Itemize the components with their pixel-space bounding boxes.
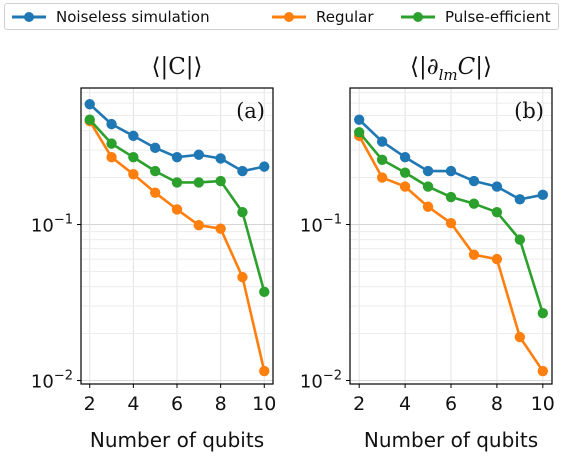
panel-a-data-point bbox=[84, 99, 95, 110]
legend-label-noiseless: Noiseless simulation bbox=[56, 8, 210, 26]
panel-a-series-2 bbox=[84, 114, 270, 298]
panel-b-data-point bbox=[353, 127, 365, 138]
panel-b-data-point bbox=[422, 201, 434, 212]
panel-b-data-point bbox=[445, 191, 457, 203]
panel-a-data-point bbox=[237, 165, 248, 177]
panel-b-data-point bbox=[491, 181, 503, 192]
panel-b-data-point bbox=[445, 217, 457, 229]
panel-a-xtick-label: 10 bbox=[252, 393, 276, 415]
panel-a-xtick-label: 6 bbox=[171, 393, 183, 415]
panel-a-data-point bbox=[149, 165, 161, 177]
panel-b-title: ⟨|∂lmC|⟩ bbox=[410, 54, 492, 84]
panel-a-data-point bbox=[215, 175, 226, 187]
panel-a-data-point bbox=[106, 138, 117, 149]
panel-a-data-point bbox=[128, 130, 139, 142]
panel-a-series-0 bbox=[84, 99, 270, 177]
legend: Noiseless simulation Regular Pulse-effic… bbox=[4, 3, 559, 30]
panel-a-ytick-label: 10−1 bbox=[31, 213, 73, 237]
panel-b-data-point bbox=[399, 152, 411, 163]
panel-a-panel-label: (a) bbox=[236, 99, 265, 123]
panel-b-data-point bbox=[376, 172, 388, 183]
legend-item-pulse: Pulse-efficient bbox=[399, 7, 551, 27]
panel-a-data-point bbox=[193, 177, 205, 188]
panel-b-data-point bbox=[353, 114, 365, 125]
panel-a-data-point bbox=[259, 161, 270, 172]
panel-b-xtick-label: 2 bbox=[353, 393, 365, 415]
panel-b-series-0 bbox=[353, 114, 549, 205]
legend-marker-noiseless bbox=[12, 12, 46, 22]
panel-a-data-point bbox=[106, 152, 117, 163]
panel-b-data-point bbox=[445, 165, 457, 177]
panel-a-data-point bbox=[215, 223, 226, 234]
panel-b-data-point bbox=[514, 234, 526, 245]
panel-b-data-point bbox=[399, 181, 411, 192]
legend-marker-pulse bbox=[401, 12, 435, 22]
panel-b-xtick-label: 8 bbox=[491, 393, 503, 415]
panel-a-data-point bbox=[237, 206, 248, 218]
legend-item-regular: Regular bbox=[270, 7, 374, 27]
panel-b-data-point bbox=[514, 331, 526, 343]
panel-b-ytick-label: 10−1 bbox=[300, 213, 342, 237]
panel-b-data-point bbox=[422, 165, 434, 177]
panel-b-series-1 bbox=[353, 130, 549, 377]
panel-b-data-point bbox=[376, 154, 388, 165]
panel-a-data-point bbox=[171, 152, 183, 163]
panel-b-series-2 bbox=[353, 127, 549, 319]
panel-a-data-point bbox=[106, 118, 117, 130]
panel-b-data-point bbox=[537, 308, 549, 319]
panel-a-data-point bbox=[259, 286, 270, 298]
panel-a-data-point bbox=[237, 271, 248, 283]
panel-a-group: 2 4 6 8 10 Number of qubits 10−1 10−2 ⟨|C|⟩ (a) bbox=[31, 54, 276, 452]
panel-b-data-point bbox=[491, 206, 503, 218]
panel-b-data-point bbox=[491, 253, 503, 265]
panel-a-data-point bbox=[259, 365, 270, 377]
panel-b-panel-label: (b) bbox=[514, 99, 544, 123]
panel-a-data-point bbox=[193, 149, 205, 160]
panel-a-xtick-label: 4 bbox=[127, 393, 139, 415]
panel-b-ytick-label: 10−2 bbox=[300, 369, 342, 393]
panel-a-data-point bbox=[171, 204, 183, 215]
panel-a-title: ⟨|C|⟩ bbox=[151, 54, 202, 80]
panel-b-xtick-label: 10 bbox=[531, 393, 555, 415]
panel-a-xtick-label: 8 bbox=[215, 393, 227, 415]
panel-b-data-point bbox=[376, 136, 388, 147]
panel-a-data-point bbox=[128, 169, 139, 180]
panel-b-data-point bbox=[514, 194, 526, 205]
panel-a-data-point bbox=[149, 142, 161, 154]
panel-b-data-point bbox=[468, 198, 480, 209]
panel-b-data-point bbox=[537, 365, 549, 377]
panel-a-data-point bbox=[149, 187, 161, 198]
panel-a-xtick-label: 2 bbox=[84, 393, 96, 415]
panel-b-xtick-label: 6 bbox=[445, 393, 457, 415]
legend-label-regular: Regular bbox=[316, 8, 374, 26]
panel-b-xlabel: Number of qubits bbox=[364, 428, 538, 452]
panel-b-data-point bbox=[468, 175, 480, 187]
panel-a-grid bbox=[81, 88, 273, 384]
panel-b-group: 2 4 6 8 10 Number of qubits 10−1 10−2 ⟨|∂lmC|⟩ (b… bbox=[300, 54, 555, 452]
panel-a-ytick-label: 10−2 bbox=[31, 369, 73, 393]
panel-b-data-point bbox=[399, 167, 411, 178]
panel-a-data-point bbox=[128, 152, 139, 163]
panel-b-data-point bbox=[468, 249, 480, 260]
panel-b-data-point bbox=[422, 181, 434, 192]
panel-a-data-point bbox=[84, 114, 95, 125]
panel-b-xtick-label: 4 bbox=[399, 393, 411, 415]
panel-a-data-point bbox=[193, 219, 205, 231]
panel-a-data-point bbox=[215, 153, 226, 164]
legend-label-pulse: Pulse-efficient bbox=[445, 8, 551, 26]
legend-marker-regular bbox=[272, 12, 306, 22]
panel-a-data-point bbox=[171, 177, 183, 188]
panel-a-xlabel: Number of qubits bbox=[90, 428, 264, 452]
panel-b-data-point bbox=[537, 189, 549, 201]
legend-item-noiseless: Noiseless simulation bbox=[10, 7, 210, 27]
